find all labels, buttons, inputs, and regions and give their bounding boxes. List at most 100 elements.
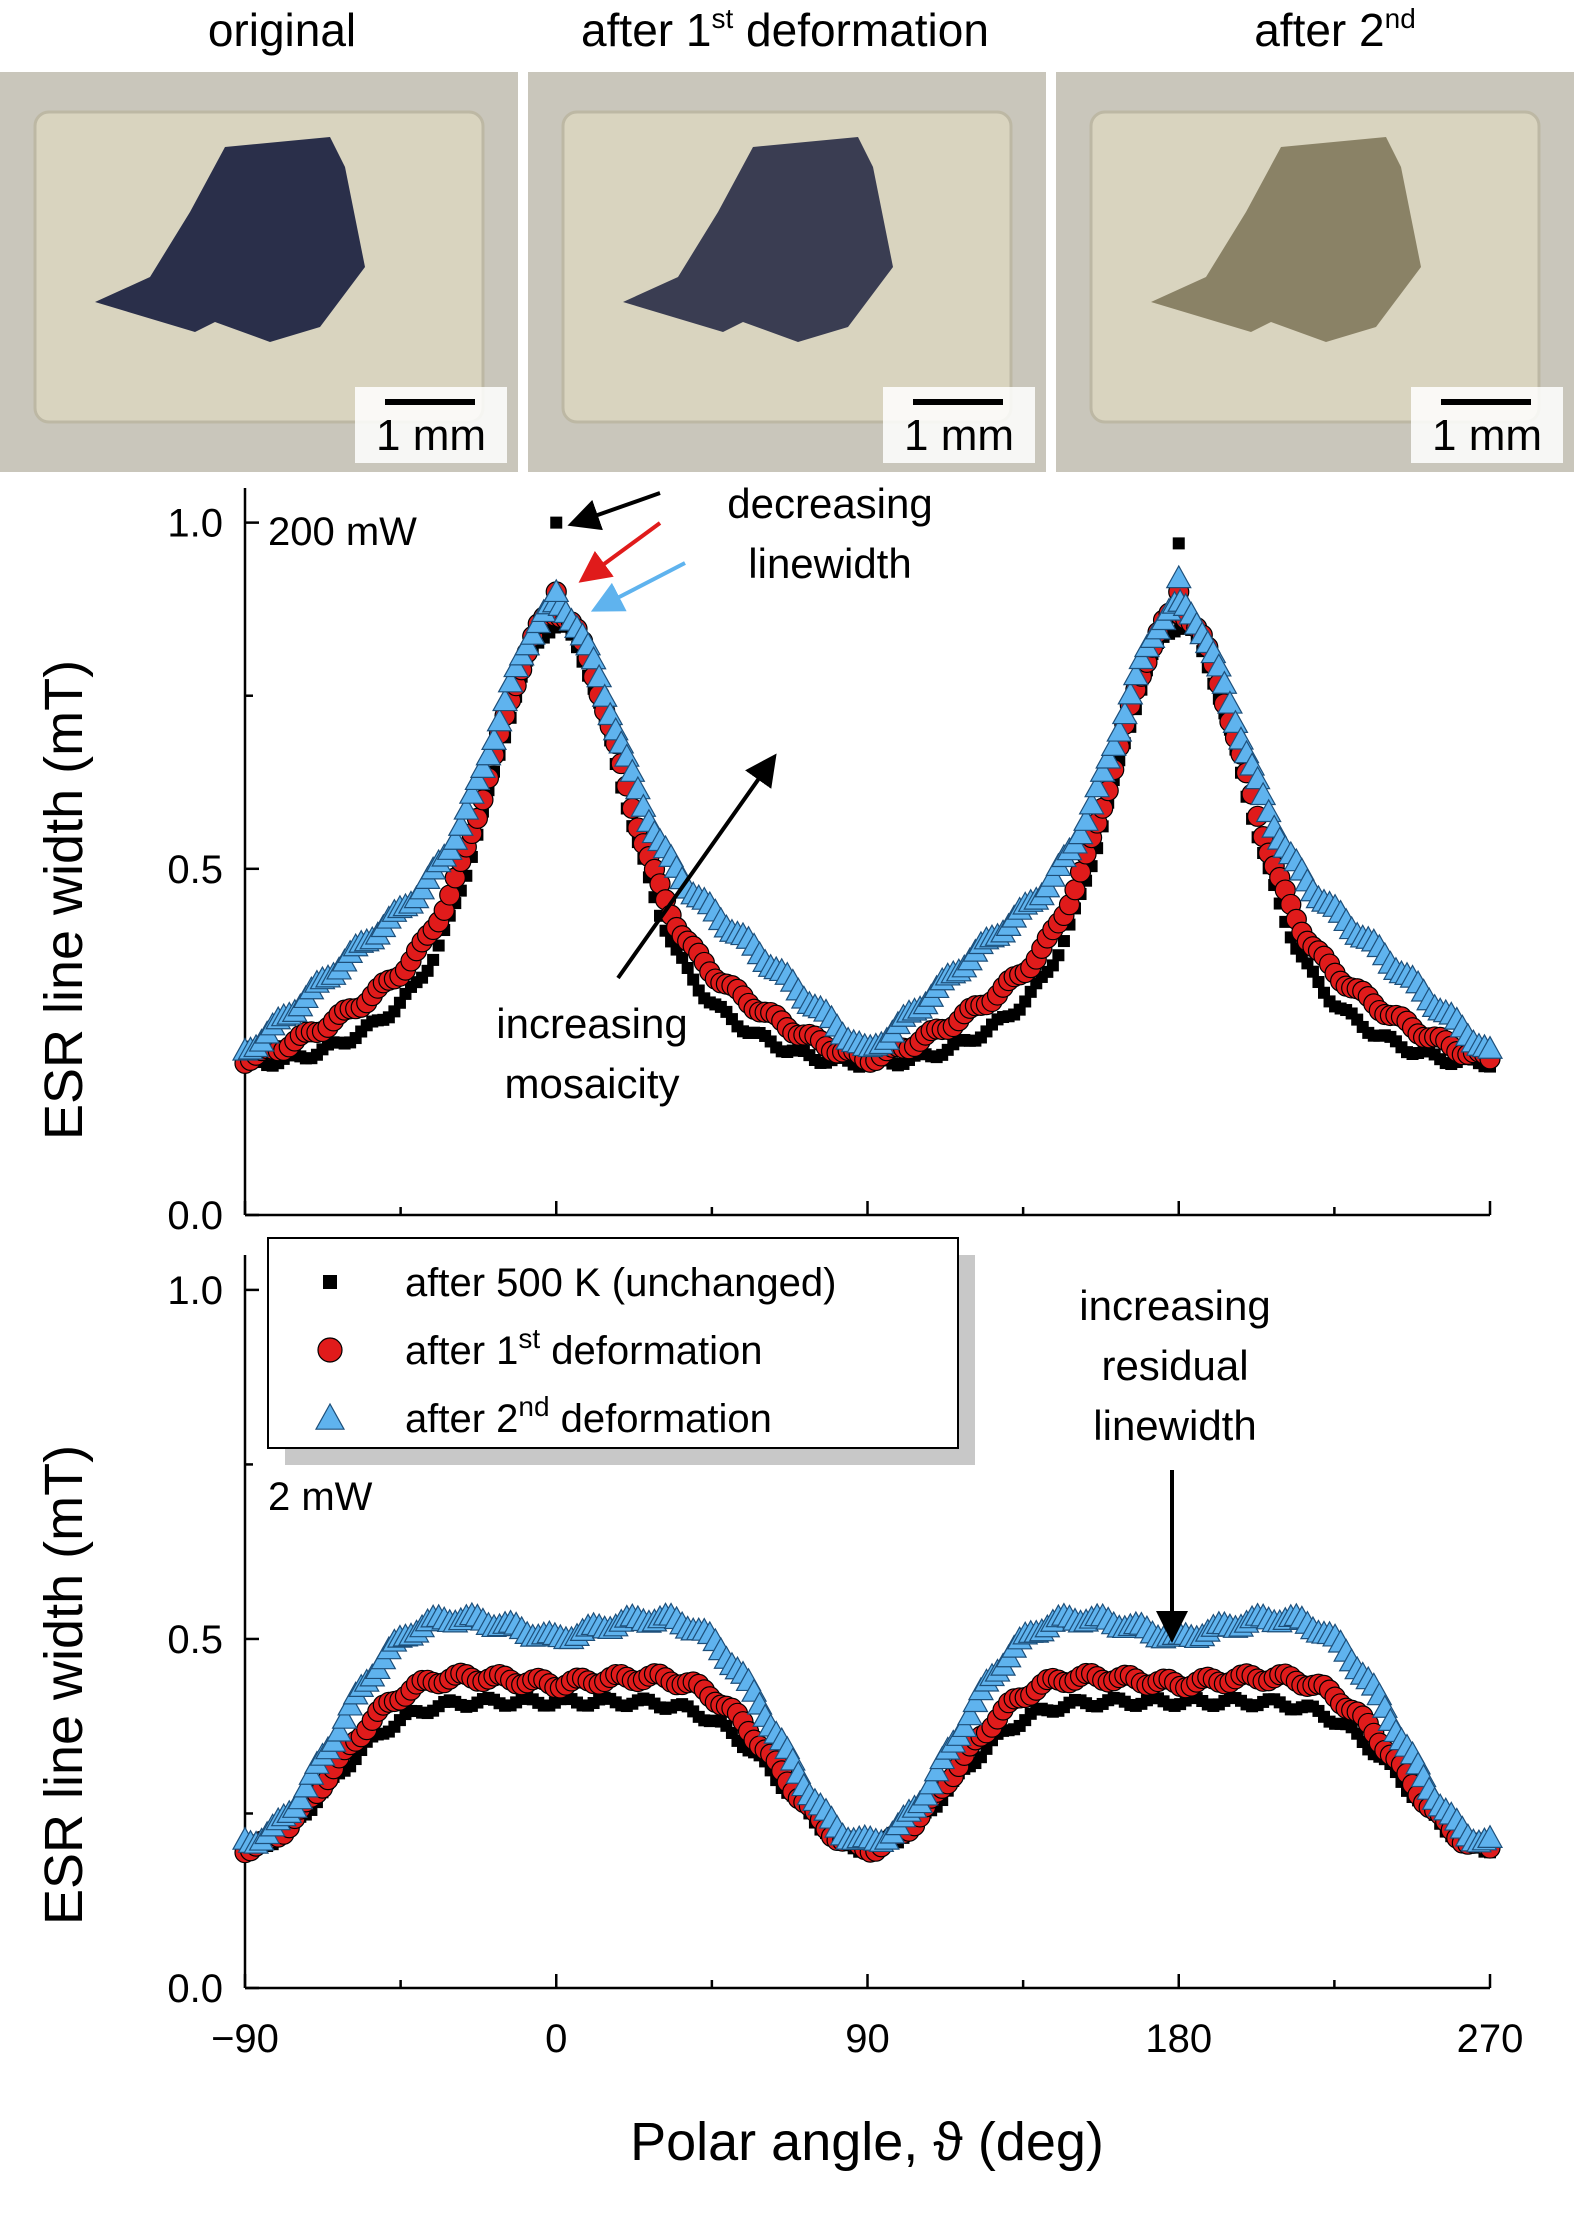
chart-panel-200mW: 0.0 0.5 1.0 — [167, 488, 1504, 1238]
point — [1106, 718, 1133, 742]
legend-box — [267, 1237, 959, 1449]
series-1 — [234, 581, 1501, 1074]
point — [1064, 879, 1086, 901]
peak-point — [543, 578, 570, 603]
point — [469, 754, 496, 778]
arrow-black — [567, 491, 661, 531]
arrow-mosaicity — [616, 753, 777, 980]
point — [951, 1713, 978, 1738]
peak-point — [550, 516, 563, 529]
photo-panel-0: 1 mm — [0, 72, 518, 472]
series-2 — [231, 1601, 1504, 1854]
point — [1078, 791, 1105, 815]
power-label-bottom: 2 mW — [268, 1475, 373, 1519]
point — [1084, 773, 1111, 798]
y-tick-label: 0.0 — [167, 1967, 223, 2011]
series-0 — [239, 516, 1496, 1073]
y-tick-label: 0.5 — [167, 848, 223, 892]
point — [918, 1770, 945, 1795]
photo-panel-1: 1 mm — [528, 72, 1046, 472]
point — [962, 1688, 989, 1713]
point — [624, 775, 651, 800]
point — [1019, 1714, 1032, 1727]
legend-item-0: after 500 K (unchanged) — [323, 1261, 836, 1305]
y-tick-label: 0.0 — [167, 1194, 223, 1238]
point — [681, 961, 694, 974]
chart-panel-2mW: 0.0 0.5 1.0 — [167, 1255, 1504, 2011]
point — [586, 663, 613, 688]
point — [1067, 820, 1094, 845]
point — [676, 951, 689, 964]
point — [503, 653, 530, 678]
point — [480, 726, 508, 750]
x-axis-tick-labels: −90 0 90 180 270 — [211, 2017, 1523, 2061]
point — [619, 758, 646, 782]
point — [1117, 681, 1144, 705]
point — [1089, 758, 1116, 782]
point — [1216, 690, 1243, 714]
point — [1057, 935, 1070, 948]
y-tick-label: 1.0 — [167, 502, 223, 546]
annotation-residual: residual — [1101, 1342, 1248, 1389]
point — [331, 1705, 358, 1729]
point — [1222, 709, 1249, 734]
photo-title-first: after 1st deformation — [581, 3, 989, 56]
annotation-linewidth-top: linewidth — [748, 540, 911, 587]
arrow-blue — [590, 561, 686, 612]
annotation-increasing-bottom: increasing — [1079, 1282, 1270, 1329]
annotation-decreasing: decreasing — [727, 480, 932, 527]
y-axis-title-bottom: ESR line width (mT) — [34, 1445, 94, 1925]
point — [1111, 700, 1138, 725]
point — [1476, 1824, 1504, 1848]
legend-label: after 500 K (unchanged) — [405, 1261, 836, 1305]
legend-marker — [314, 1402, 346, 1430]
point — [453, 796, 480, 820]
y-tick-label: 0.5 — [167, 1618, 223, 1662]
point — [1306, 965, 1319, 978]
x-tick-label: 180 — [1145, 2017, 1212, 2061]
point — [1122, 661, 1149, 686]
point — [591, 683, 618, 707]
point — [287, 1785, 314, 1810]
point — [519, 621, 546, 645]
peak-point — [1172, 537, 1185, 550]
x-tick-label: −90 — [211, 2017, 279, 2061]
point — [1128, 645, 1155, 670]
point — [458, 780, 485, 804]
point — [1046, 959, 1059, 972]
arrow-red — [578, 521, 662, 583]
point — [432, 939, 445, 952]
y-tick-label: 1.0 — [167, 1269, 223, 1313]
scale-bar-label: 1 mm — [904, 411, 1014, 460]
point — [492, 687, 519, 712]
point — [292, 1774, 319, 1798]
y-axis-title-top: ESR line width (mT) — [34, 660, 94, 1140]
x-tick-label: 270 — [1457, 2017, 1524, 2061]
point — [486, 707, 513, 732]
point — [1250, 781, 1277, 806]
point — [475, 741, 502, 766]
point — [580, 645, 607, 670]
legend-item-1: after 1st deformation — [317, 1323, 763, 1373]
point — [1312, 976, 1325, 989]
series-2 — [231, 564, 1504, 1061]
legend-marker — [323, 1275, 337, 1289]
annotation-mosaicity: mosaicity — [504, 1060, 679, 1107]
point — [326, 1718, 353, 1742]
legend: after 500 K (unchanged) after 1st deforma… — [267, 1237, 975, 1465]
point — [923, 1757, 950, 1782]
point — [956, 1701, 983, 1726]
point — [1019, 995, 1032, 1008]
x-axis-title: Polar angle, ϑ (deg) — [630, 2112, 1104, 2172]
photo-title-second: after 2nd — [1254, 3, 1416, 56]
scale-bar-label: 1 mm — [1432, 411, 1542, 460]
point — [1073, 807, 1100, 831]
point — [427, 953, 440, 966]
point — [442, 826, 469, 850]
legend-label: after 2nd deformation — [405, 1391, 772, 1441]
point — [1052, 949, 1065, 962]
x-tick-label: 90 — [845, 2017, 890, 2061]
annotation-linewidth-bottom: linewidth — [1093, 1402, 1256, 1449]
point — [687, 973, 700, 986]
